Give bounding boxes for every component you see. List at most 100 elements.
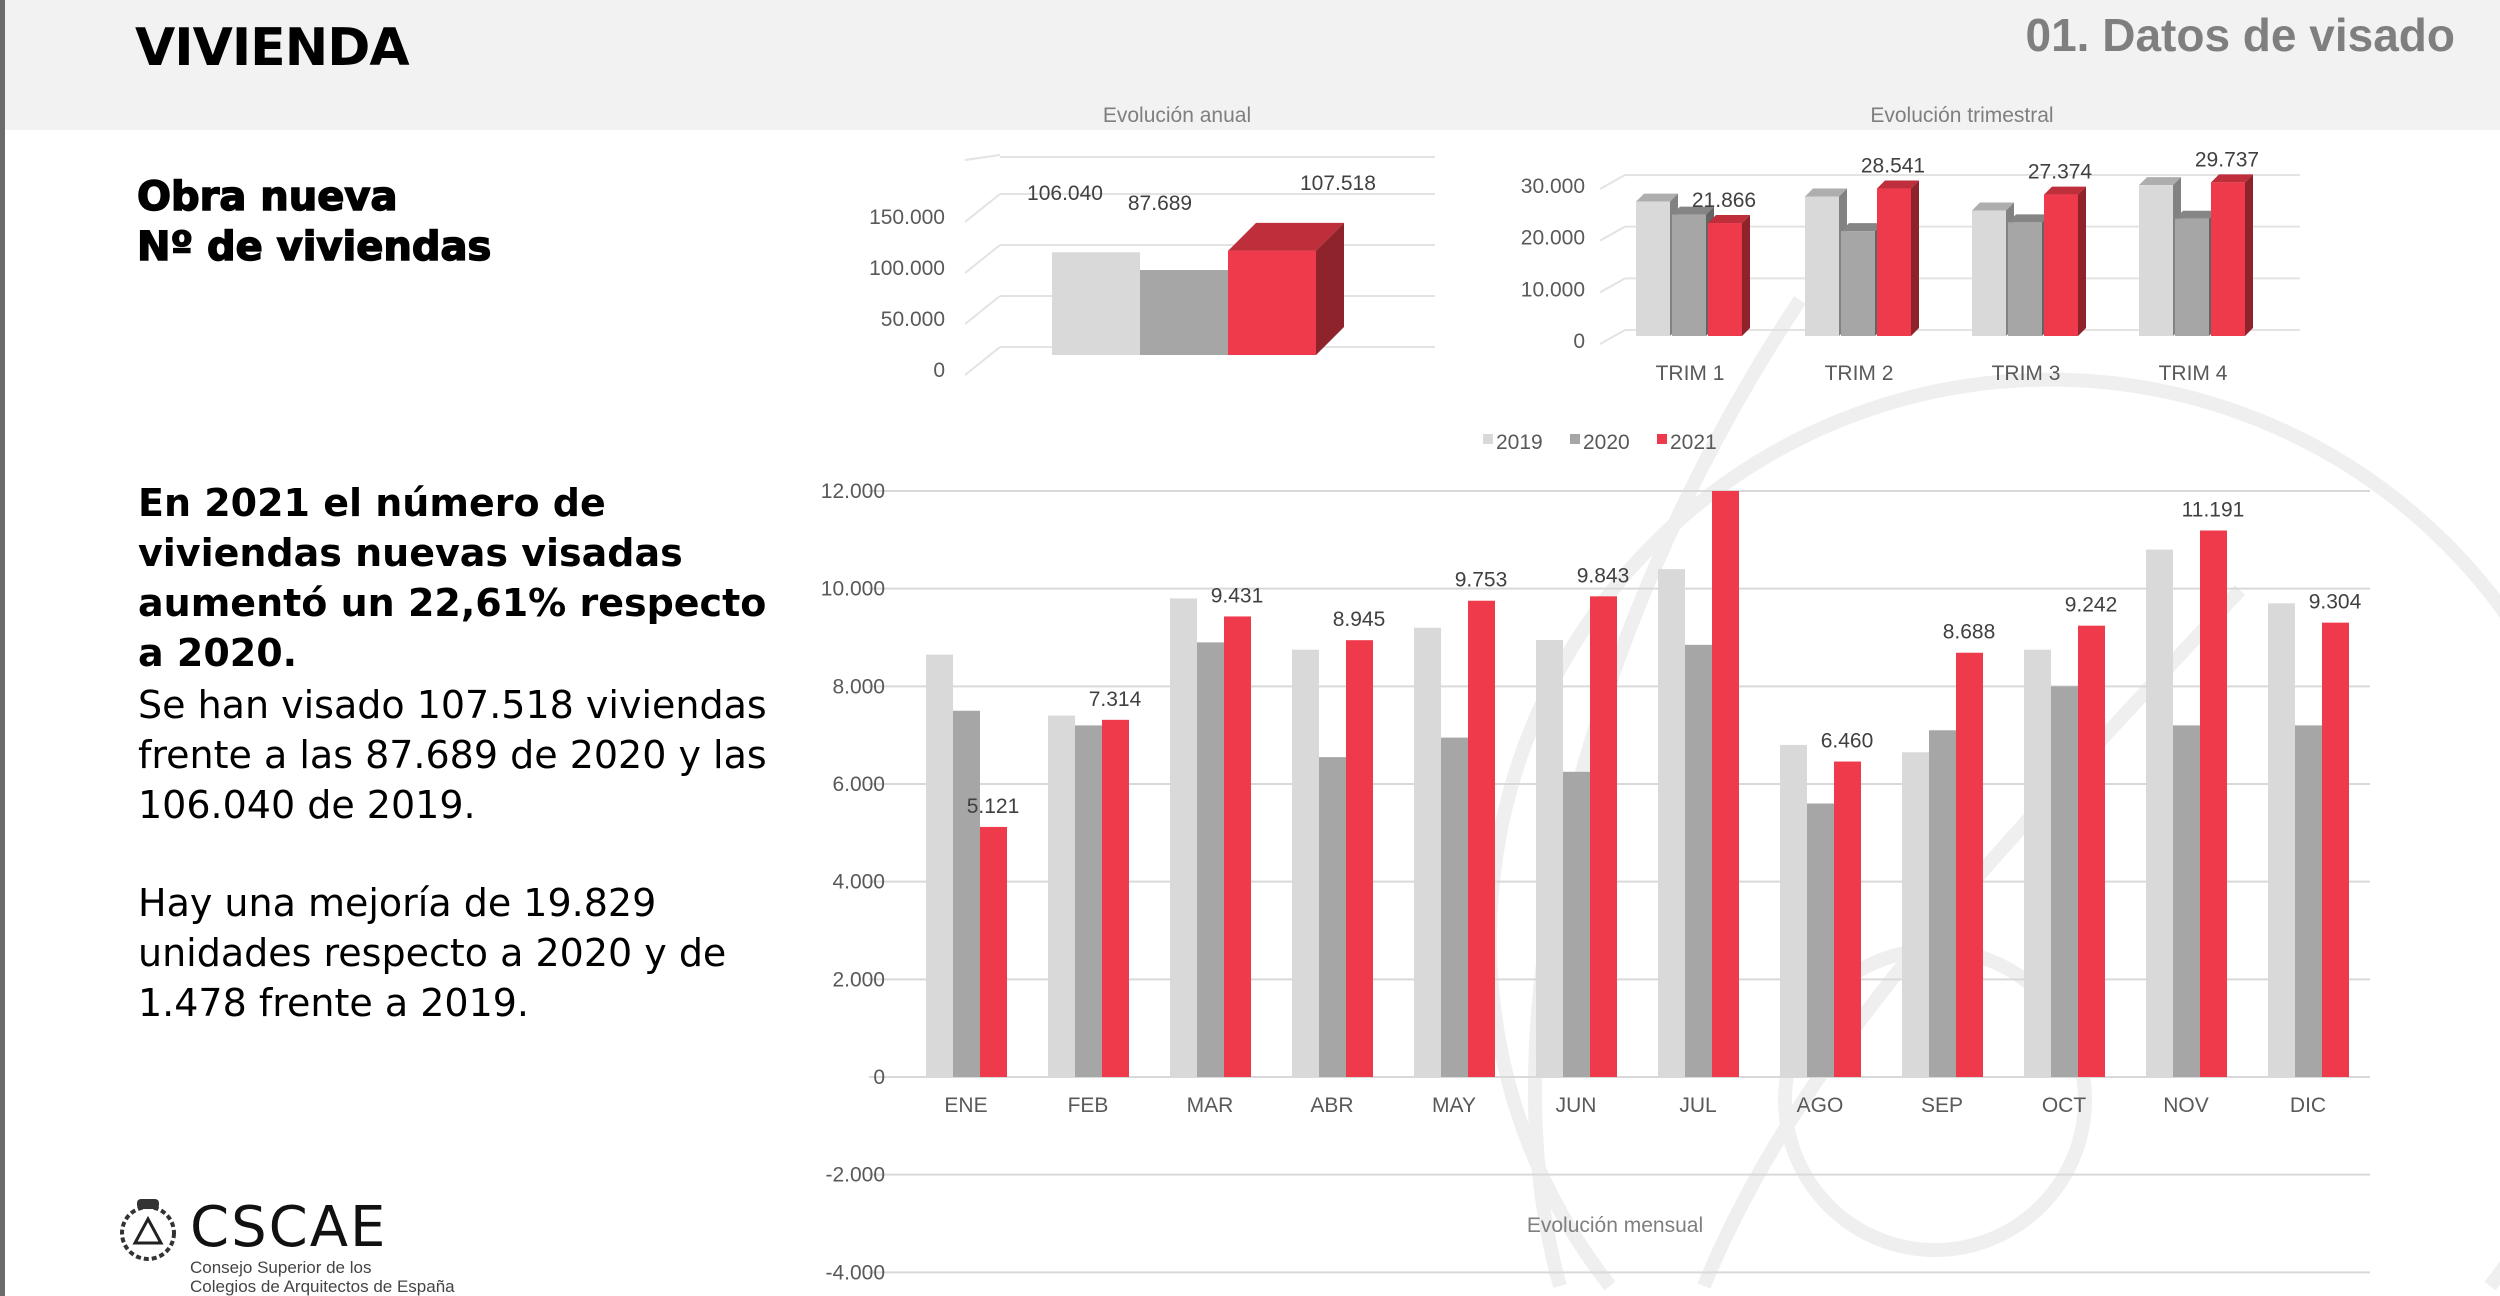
bar-2020 <box>1140 270 1228 355</box>
bar-2019 <box>1052 252 1140 355</box>
bar-jul-2021 <box>1712 491 1739 1077</box>
gridline-slant <box>964 346 1001 376</box>
bar-trim1-2019-top <box>1636 193 1678 202</box>
bar-trim4-2019-top <box>2139 177 2181 186</box>
bar-trim4-2020 <box>2175 218 2209 336</box>
bar-ene-2021 <box>980 826 1007 1077</box>
x-tick-label: JUL <box>1679 1094 1716 1117</box>
bar-trim2-2021 <box>1877 188 1911 336</box>
x-tick-label: DIC <box>2290 1094 2326 1117</box>
y-tick-label: 100.000 <box>869 257 945 280</box>
bar-oct-2019 <box>2024 649 2051 1077</box>
bar-mar-2019 <box>1170 598 1197 1077</box>
bar-jun-2021 <box>1590 596 1617 1077</box>
bar-feb-2021 <box>1102 719 1129 1077</box>
data-label: 8.688 <box>1943 621 1996 644</box>
window-edge <box>0 0 5 1296</box>
x-tick-label: TRIM 2 <box>1825 362 1894 385</box>
x-tick-label: MAY <box>1432 1094 1476 1117</box>
page-title: 01. Datos de visado <box>2025 9 2456 61</box>
x-tick-label: TRIM 3 <box>1992 362 2061 385</box>
x-tick-label: TRIM 1 <box>1656 362 1725 385</box>
bar-abr-2021 <box>1346 640 1373 1077</box>
bar-trim1-2021 <box>1708 223 1742 336</box>
bar-jun-2020 <box>1563 771 1590 1077</box>
bar-feb-2019 <box>1048 715 1075 1077</box>
data-label: 9.843 <box>1577 564 1630 587</box>
bar-oct-2021 <box>2078 625 2105 1077</box>
data-label: 6.460 <box>1821 730 1874 753</box>
annual-chart: Evolución anual 0 50.000 100.000 150.000 106.… <box>869 104 1435 382</box>
x-tick-label: NOV <box>2163 1094 2209 1117</box>
gridline-slant <box>1599 174 1626 190</box>
gridline-slant <box>964 244 1001 274</box>
totals-paragraph: Se han visado 107.518 viviendas frente a… <box>138 683 767 827</box>
logo-subtitle-line-2: Colegios de Arquitectos de España <box>190 1277 455 1296</box>
bar-sep-2021 <box>1956 652 1983 1077</box>
bar-mar-2021 <box>1224 616 1251 1077</box>
bar-abr-2019 <box>1292 649 1319 1077</box>
bar-may-2019 <box>1414 627 1441 1077</box>
y-tick-label: 30.000 <box>1521 175 1585 198</box>
data-label: 8.945 <box>1333 608 1386 631</box>
legend-label-2020: 2020 <box>1583 431 1630 454</box>
data-label: 5.121 <box>967 795 1020 818</box>
y-tick-label: 0 <box>1573 330 1585 353</box>
bar-trim2-2020-top <box>1841 223 1883 232</box>
bar-trim2-2020 <box>1841 231 1875 336</box>
quarterly-chart: Evolución trimestral 0 10.000 20.000 30.000 2… <box>1521 104 2300 385</box>
x-tick-label: MAR <box>1187 1094 1234 1117</box>
bar-may-2020 <box>1441 737 1468 1077</box>
y-tick-label: 50.000 <box>881 308 945 331</box>
bar-ago-2019 <box>1780 744 1807 1077</box>
bar-trim4-2021-side <box>2245 174 2253 336</box>
bar-dic-2021 <box>2322 622 2349 1077</box>
data-label: 21.866 <box>1692 189 1756 212</box>
subtitle-line-1: Obra nueva <box>136 173 398 221</box>
bar-trim3-2021 <box>2044 194 2078 336</box>
bar-trim1-2020-top <box>1672 206 1714 215</box>
bar-trim2-2021-side <box>1911 180 1919 336</box>
legend-label-2019: 2019 <box>1496 431 1543 454</box>
legend-swatch-2019 <box>1483 434 1493 444</box>
bar-nov-2019 <box>2146 549 2173 1077</box>
bar-jul-2020 <box>1685 644 1712 1077</box>
gridline-slant <box>964 193 1001 223</box>
bar-feb-2020 <box>1075 725 1102 1077</box>
bar-ago-2021 <box>1834 761 1861 1077</box>
section-title: VIVIENDA <box>135 18 410 78</box>
x-tick-label: SEP <box>1921 1094 1963 1117</box>
chart-title: Evolución anual <box>1103 104 1251 127</box>
bar-trim4-2021-top <box>2211 174 2253 183</box>
x-tick-label: AGO <box>1797 1094 1844 1117</box>
data-label: 29.737 <box>2195 148 2259 171</box>
bar-trim4-2021 <box>2211 182 2245 336</box>
y-tick-label: 0 <box>933 359 945 382</box>
bar-2021-top <box>1228 222 1344 251</box>
bar-trim1-2021-top <box>1708 215 1750 224</box>
gridline-slant <box>1599 277 1626 294</box>
bar-trim1-2020 <box>1672 214 1706 336</box>
bar-trim3-2020-top <box>2008 214 2050 223</box>
bar-dic-2019 <box>2268 603 2295 1077</box>
bar-ene-2020 <box>953 710 980 1077</box>
y-tick-label: 150.000 <box>869 206 945 229</box>
monthly-chart: -4.000 -2.000 0 2.000 4.000 6.000 8.000 10.000 1… <box>821 431 2370 1284</box>
bar-sep-2020 <box>1929 730 1956 1077</box>
data-label: 9.242 <box>2065 594 2118 617</box>
bar-trim4-2019 <box>2139 185 2173 336</box>
y-tick-label: 6.000 <box>832 773 885 796</box>
bar-2021-side <box>1316 222 1344 355</box>
bar-dic-2020 <box>2295 725 2322 1077</box>
y-tick-label: 12.000 <box>821 480 885 503</box>
y-tick-label: 0 <box>873 1066 885 1089</box>
logo-subtitle-line-1: Consejo Superior de los <box>190 1258 372 1277</box>
data-label: 9.753 <box>1455 569 1508 592</box>
data-label: 106.040 <box>1027 182 1103 205</box>
bar-trim4-2020-top <box>2175 210 2217 219</box>
bar-trim3-2020 <box>2008 222 2042 336</box>
chart-title: Evolución trimestral <box>1870 104 2053 127</box>
bar-trim3-2019 <box>1972 210 2006 336</box>
gridline-slant <box>1599 329 1626 345</box>
